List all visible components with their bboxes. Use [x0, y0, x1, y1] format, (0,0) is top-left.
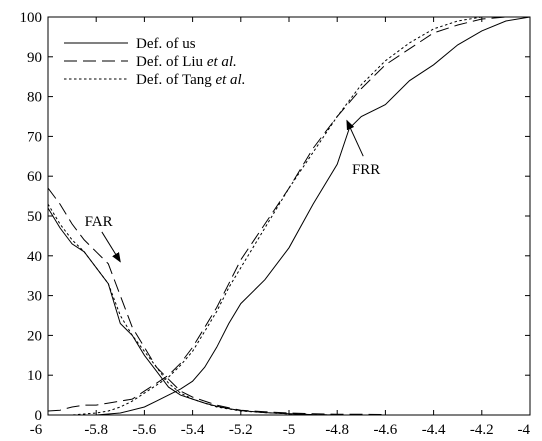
legend-label-2: Def. of Liu et al. [136, 54, 237, 70]
x-tick-label: -5.4 [181, 422, 205, 438]
annotation-far-arrow [101, 231, 121, 263]
series-3-far-line [47, 203, 338, 416]
annotation-frr-arrow [346, 119, 364, 157]
series-2-far-line [47, 187, 386, 416]
y-tick-label: 50 [27, 209, 42, 225]
x-tick-label: -5.2 [229, 422, 253, 438]
legend-label-1: Def. of us [136, 36, 196, 52]
y-tick-label: 90 [27, 50, 42, 66]
x-tick-label: -4.8 [325, 422, 349, 438]
x-tick-label: -4.6 [374, 422, 398, 438]
annotation-frr-label: FRR [352, 162, 380, 178]
legend-label-3: Def. of Tang et al. [136, 72, 245, 88]
series-3-frr-line [48, 16, 506, 416]
series-2-frr-line [47, 16, 506, 412]
x-tick-label: -5 [283, 422, 296, 438]
x-tick-label: -4.4 [422, 422, 446, 438]
annotation-far-label: FAR [85, 214, 113, 230]
x-tick-label: -4.2 [470, 422, 494, 438]
x-tick-label: -5.6 [133, 422, 157, 438]
y-tick-label: 60 [27, 169, 42, 185]
legend: Def. of us Def. of Liu et al. Def. of Tang… [64, 36, 245, 88]
y-tick-label: 70 [27, 129, 42, 145]
series-1-frr-line [48, 16, 531, 416]
y-tick-label: 80 [27, 90, 42, 106]
x-tick-label: -6 [30, 422, 43, 438]
y-tick-label: 30 [27, 289, 42, 305]
y-tick-label: 100 [20, 10, 43, 26]
plot-frame [47, 16, 531, 416]
y-tick-label: 40 [27, 249, 42, 265]
series-layer [47, 16, 531, 416]
axis-ticks: -6 -5.8 -5.6 -5.4 -5.2 -5 -4.8 -4.6 -4.4 -4.2 -4 0 1… [20, 10, 531, 438]
annotations: FAR FRR [85, 119, 380, 263]
x-tick-label: -4 [518, 422, 531, 438]
y-tick-label: 10 [27, 368, 42, 384]
y-tick-label: 0 [35, 408, 43, 424]
x-tick-label: -5.8 [84, 422, 108, 438]
y-tick-label: 20 [27, 328, 42, 344]
